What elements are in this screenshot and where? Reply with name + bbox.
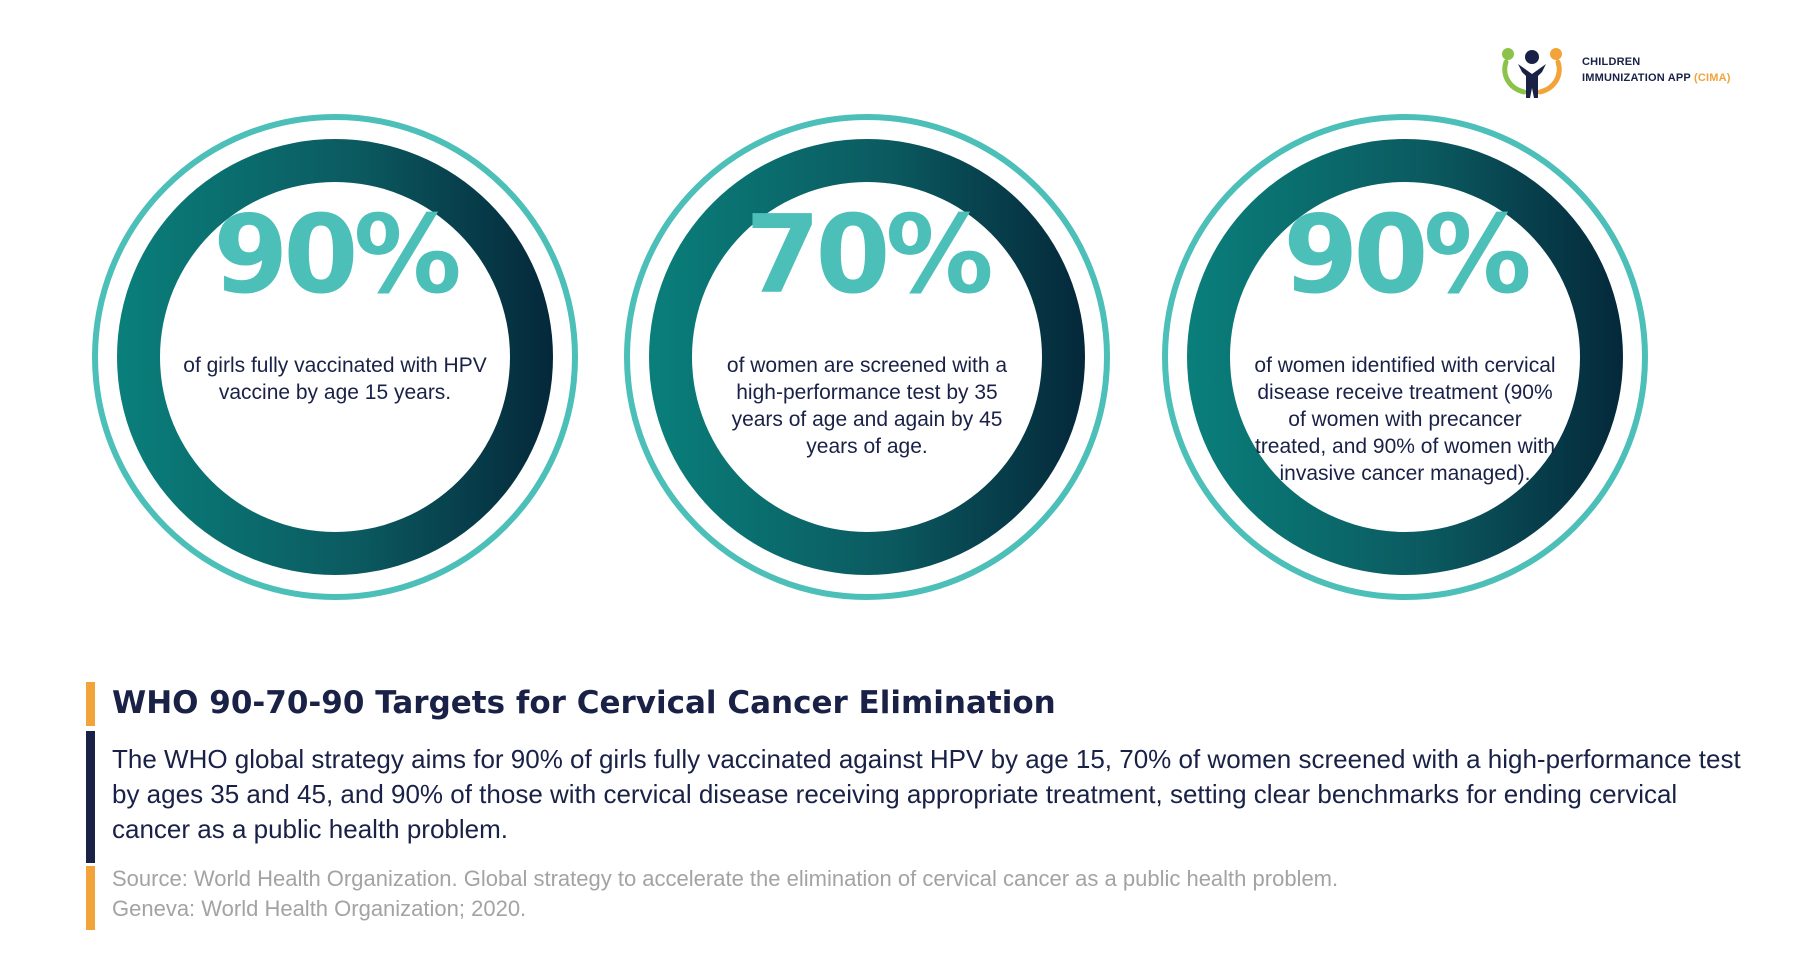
target-content: 90% of girls fully vaccinated with HPV v…	[160, 182, 510, 532]
target-value: 70%	[745, 193, 994, 318]
target-ring	[624, 114, 1110, 600]
target-circle-vaccination: 90% of girls fully vaccinated with HPV v…	[90, 112, 580, 602]
target-description: of girls fully vaccinated with HPV vacci…	[183, 354, 487, 404]
target-description: of women are screened with a high-perfor…	[726, 354, 1008, 458]
accent-bar-orange	[86, 866, 95, 930]
logo-title-accent: (CIMA)	[1693, 72, 1731, 84]
target-value: 90%	[213, 193, 462, 318]
target-value: 90%	[1283, 193, 1532, 318]
page-title: WHO 90-70-90 Targets for Cervical Cancer…	[112, 685, 1056, 721]
accent-bar-navy	[86, 731, 95, 863]
target-circle-screening: 70% of women are screened with a high-pe…	[622, 112, 1112, 602]
source-citation: Source: World Health Organization. Globa…	[112, 866, 1339, 921]
logo-title-main: IMMUNIZATION APP	[1582, 72, 1694, 84]
target-content: 90% of women identified with cervical di…	[1230, 182, 1580, 532]
summary-paragraph: The WHO global strategy aims for 90% of …	[112, 744, 1741, 844]
target-ring	[1162, 114, 1648, 600]
accent-bar-orange	[86, 682, 95, 726]
target-content: 70% of women are screened with a high-pe…	[692, 182, 1042, 532]
target-ring	[92, 114, 578, 600]
logo-title-line1: CHILDREN	[1582, 56, 1641, 68]
cima-logo-icon	[1502, 48, 1562, 98]
target-circle-treatment: 90% of women identified with cervical di…	[1160, 112, 1650, 602]
target-description: of women identified with cervical diseas…	[1254, 354, 1556, 485]
logo-title-line2: IMMUNIZATION APP (CIMA)	[1582, 72, 1731, 84]
cima-logo: CHILDREN IMMUNIZATION APP (CIMA)	[1494, 44, 1774, 104]
